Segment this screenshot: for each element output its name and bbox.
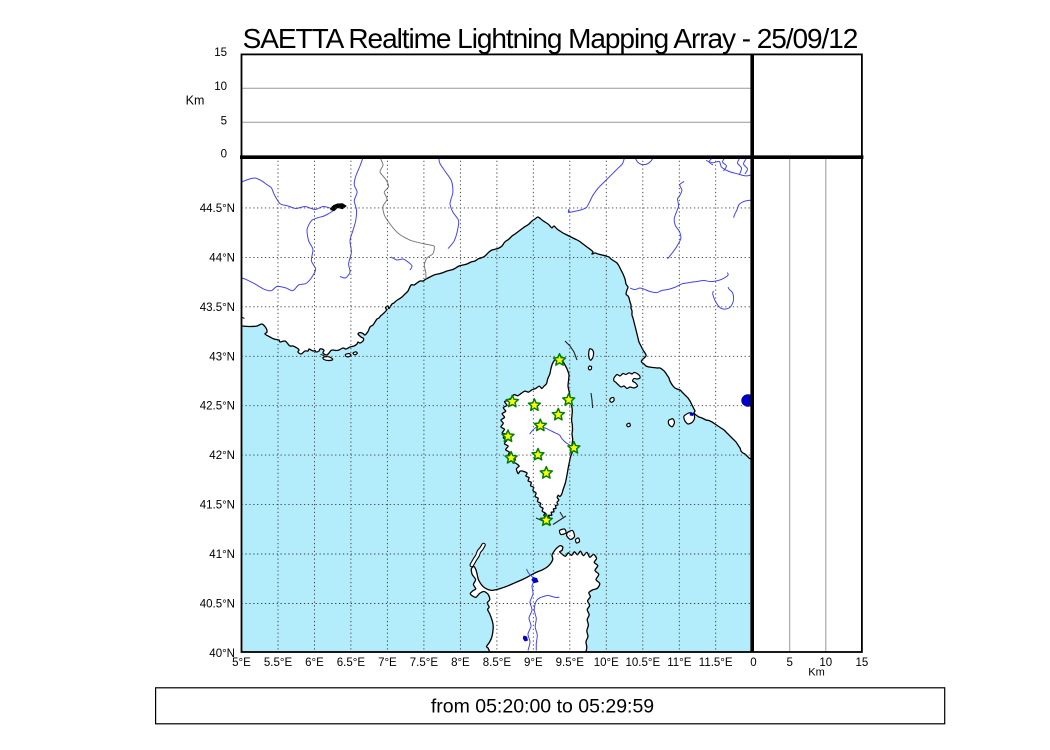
svg-text:5°E: 5°E xyxy=(232,657,251,669)
svg-text:40°N: 40°N xyxy=(209,648,235,660)
svg-text:Km: Km xyxy=(186,94,205,108)
svg-text:15: 15 xyxy=(214,47,227,59)
svg-text:SAETTA Realtime Lightning Mapp: SAETTA Realtime Lightning Mapping Array … xyxy=(243,23,858,54)
svg-text:7°E: 7°E xyxy=(378,657,397,669)
svg-text:10.5°E: 10.5°E xyxy=(625,657,660,669)
svg-text:9°E: 9°E xyxy=(524,657,543,669)
svg-text:6.5°E: 6.5°E xyxy=(337,657,366,669)
svg-text:10: 10 xyxy=(819,657,832,669)
svg-text:44°N: 44°N xyxy=(209,252,235,264)
svg-text:44.5°N: 44.5°N xyxy=(200,203,235,215)
svg-text:5.5°E: 5.5°E xyxy=(264,657,293,669)
svg-text:42.5°N: 42.5°N xyxy=(200,401,235,413)
svg-text:6°E: 6°E xyxy=(305,657,324,669)
svg-text:11°E: 11°E xyxy=(667,657,692,669)
svg-text:41°N: 41°N xyxy=(209,549,235,561)
svg-text:9.5°E: 9.5°E xyxy=(556,657,585,669)
svg-text:40.5°N: 40.5°N xyxy=(200,599,235,611)
svg-text:5: 5 xyxy=(221,115,227,127)
svg-text:7.5°E: 7.5°E xyxy=(410,657,439,669)
svg-text:5: 5 xyxy=(786,657,792,669)
svg-text:41.5°N: 41.5°N xyxy=(200,500,235,512)
svg-text:8.5°E: 8.5°E xyxy=(483,657,512,669)
svg-text:43.5°N: 43.5°N xyxy=(200,302,235,314)
svg-text:42°N: 42°N xyxy=(209,450,235,462)
svg-text:43°N: 43°N xyxy=(209,351,235,363)
svg-text:15: 15 xyxy=(856,657,869,669)
svg-text:Km: Km xyxy=(808,667,825,679)
svg-text:0: 0 xyxy=(221,148,227,160)
svg-text:from 05:20:00 to 05:29:59: from 05:20:00 to 05:29:59 xyxy=(431,696,654,718)
svg-text:8°E: 8°E xyxy=(451,657,470,669)
svg-text:11.5°E: 11.5°E xyxy=(699,657,733,669)
svg-text:0: 0 xyxy=(750,657,756,669)
svg-text:10°E: 10°E xyxy=(594,657,619,669)
svg-text:10: 10 xyxy=(214,81,227,93)
